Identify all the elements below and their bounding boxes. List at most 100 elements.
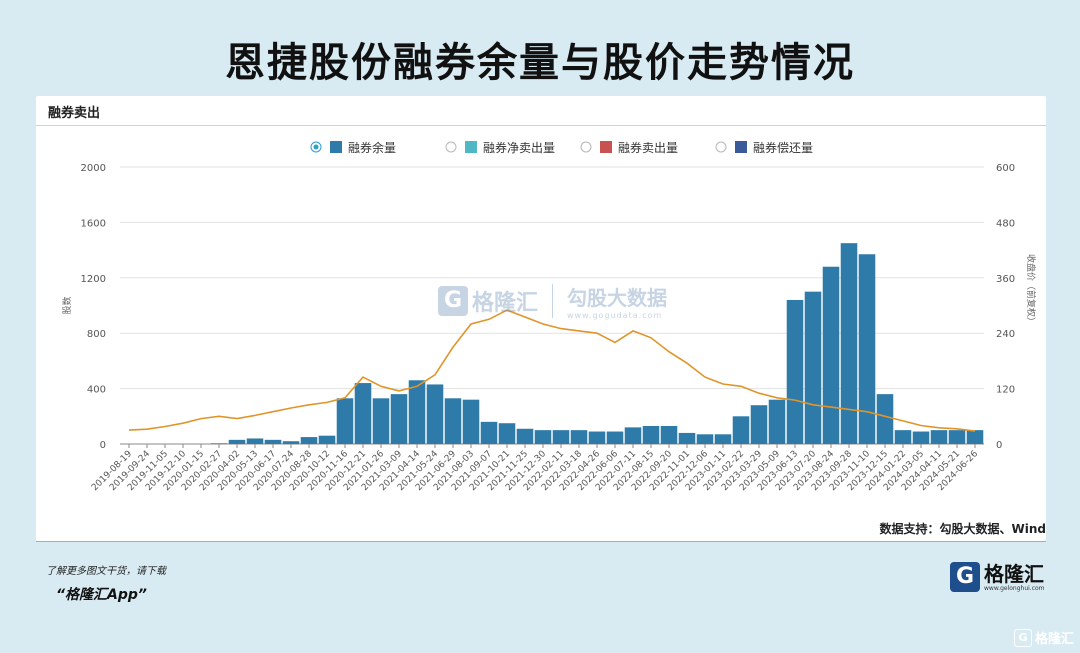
legend-radio-icon bbox=[580, 141, 592, 153]
y-right-tick-label: 360 bbox=[996, 274, 1015, 285]
bar bbox=[354, 383, 372, 444]
bar bbox=[516, 428, 534, 444]
data-source: 数据支持：勾股大数据、Wind bbox=[879, 522, 1046, 536]
y-axis-left: 0 400 800 1200 1600 2000 股数 bbox=[61, 163, 106, 451]
bar bbox=[840, 243, 858, 444]
bar bbox=[642, 425, 660, 444]
legend-label: 融券余量 bbox=[348, 140, 396, 155]
legend-swatch bbox=[600, 141, 612, 153]
watermark-logo-icon: G bbox=[438, 286, 468, 316]
line-series bbox=[128, 309, 976, 432]
bar bbox=[210, 443, 228, 444]
y-right-tick-label: 600 bbox=[996, 163, 1015, 174]
corner-tag-text: 格隆汇 bbox=[1034, 632, 1074, 647]
legend-item: 融券净卖出量 bbox=[445, 140, 555, 155]
bar bbox=[480, 421, 498, 444]
bar bbox=[876, 394, 894, 444]
bar bbox=[894, 430, 912, 444]
y-left-axis-label: 股数 bbox=[61, 296, 73, 314]
y-right-tick-label: 480 bbox=[996, 218, 1015, 229]
card-divider bbox=[36, 125, 1046, 126]
chart-area: 融券余量 融券净卖出量 融券卖出量 融券偿还量 0400800120016002000… bbox=[61, 140, 1037, 493]
card-title: 融券卖出 bbox=[48, 106, 101, 121]
footer-logo-url: www.gelonghui.com bbox=[984, 584, 1045, 592]
corner-tag: G 格隆汇 bbox=[1013, 628, 1074, 647]
bar bbox=[966, 430, 984, 444]
legend-label: 融券偿还量 bbox=[753, 140, 813, 155]
bar bbox=[372, 398, 390, 444]
gelonghui-logo-icon: G bbox=[950, 562, 980, 592]
bar-series bbox=[210, 243, 984, 444]
legend-radio-icon bbox=[715, 141, 727, 153]
bar bbox=[822, 266, 840, 444]
bar bbox=[786, 299, 804, 444]
footer-app-name: “格隆汇App” bbox=[56, 587, 147, 603]
bar bbox=[588, 431, 606, 444]
y-left-tick-label: 400 bbox=[87, 385, 106, 396]
y-left-tick-label: 2000 bbox=[81, 163, 106, 174]
watermark-url: www.gogudata.com bbox=[567, 311, 663, 320]
y-left-tick-label: 0 bbox=[100, 440, 106, 451]
bar bbox=[768, 399, 786, 444]
bar bbox=[228, 439, 246, 444]
bar bbox=[714, 434, 732, 444]
legend-swatch bbox=[735, 141, 747, 153]
bar bbox=[858, 254, 876, 444]
bar bbox=[408, 380, 426, 444]
footer-note: 了解更多图文干货，请下载 bbox=[46, 566, 166, 577]
bar bbox=[660, 425, 678, 444]
legend-item: 融券卖出量 bbox=[580, 140, 678, 155]
page-title: 恩捷股份融券余量与股价走势情况 bbox=[225, 40, 855, 86]
legend-item: 融券偿还量 bbox=[715, 140, 813, 155]
bar bbox=[462, 399, 480, 444]
legend: 融券余量 融券净卖出量 融券卖出量 融券偿还量 bbox=[310, 140, 813, 155]
legend-label: 融券卖出量 bbox=[618, 140, 678, 155]
corner-g-icon: G bbox=[1013, 628, 1032, 647]
legend-label: 融券净卖出量 bbox=[483, 140, 555, 155]
bar bbox=[624, 427, 642, 444]
bar bbox=[426, 384, 444, 444]
watermark-divider bbox=[552, 284, 554, 318]
footer-logo: G 格隆汇 www.gelonghui.com bbox=[950, 562, 1045, 592]
watermark-name: 勾股大数据 bbox=[567, 286, 668, 310]
bar bbox=[300, 437, 318, 444]
chart-card: 融券卖出 融券余量 融券净卖出量 融券卖出量 融券偿还量 0 400 800 1200 160… bbox=[36, 96, 1046, 541]
bar bbox=[912, 431, 930, 444]
y-axis-right: 0 120 240 360 480 600 收盘价（前复权） bbox=[996, 163, 1037, 451]
x-axis: 2019-08-192019-09-242019-11-052019-12-10… bbox=[90, 444, 980, 493]
bar bbox=[948, 430, 966, 444]
legend-radio-dot bbox=[313, 144, 319, 150]
footer-divider bbox=[36, 541, 1046, 542]
bar bbox=[696, 434, 714, 444]
bar bbox=[390, 394, 408, 444]
legend-radio-icon bbox=[310, 141, 322, 153]
bar bbox=[732, 416, 750, 444]
gridlines bbox=[120, 166, 984, 445]
bar bbox=[246, 438, 264, 444]
y-right-axis-label: 收盘价（前复权） bbox=[1025, 254, 1037, 326]
y-left-tick-label: 800 bbox=[87, 329, 106, 340]
watermark-brand: 格隆汇 bbox=[472, 291, 539, 316]
bar bbox=[606, 431, 624, 444]
price-line bbox=[128, 309, 976, 432]
bar bbox=[282, 441, 300, 444]
bar bbox=[444, 398, 462, 444]
bar bbox=[678, 432, 696, 444]
bar bbox=[930, 430, 948, 444]
legend-radio-icon bbox=[445, 141, 457, 153]
bar bbox=[498, 423, 516, 444]
bar bbox=[534, 430, 552, 444]
legend-swatch bbox=[465, 141, 477, 153]
y-right-tick-label: 120 bbox=[996, 385, 1015, 396]
y-left-tick-label: 1600 bbox=[81, 218, 106, 229]
footer-logo-text: 格隆汇 bbox=[984, 561, 1044, 586]
bar bbox=[804, 291, 822, 444]
legend-swatch bbox=[330, 141, 342, 153]
bar bbox=[264, 439, 282, 444]
y-right-tick-label: 0 bbox=[996, 440, 1002, 451]
y-left-tick-label: 1200 bbox=[81, 274, 106, 285]
bar bbox=[570, 430, 588, 444]
watermark: G 格隆汇 勾股大数据 www.gogudata.com bbox=[438, 282, 667, 320]
bar bbox=[318, 435, 336, 444]
bar bbox=[552, 430, 570, 444]
